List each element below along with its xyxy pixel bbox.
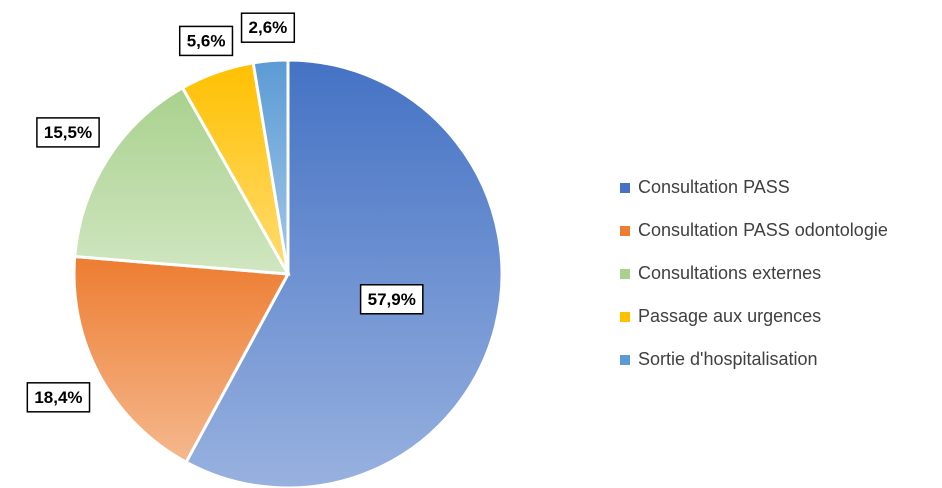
legend-marker: [620, 355, 630, 365]
data-label-box: [26, 382, 91, 413]
data-label-box: [240, 12, 296, 43]
data-label-box: [178, 25, 234, 57]
pie-slice: [73, 85, 291, 276]
data-label: 18,4%: [34, 388, 82, 407]
legend-label: Consultations externes: [638, 263, 821, 283]
data-label: 2,6%: [249, 18, 288, 37]
pie-slice: [251, 58, 290, 275]
legend-marker: [620, 183, 630, 193]
data-label: 15,5%: [44, 123, 92, 142]
legend-marker: [620, 226, 630, 236]
legend-label: Consultation PASS: [638, 177, 790, 197]
legend-label: Consultation PASS odontologie: [638, 220, 888, 240]
data-label-box: [359, 284, 424, 315]
legend-label: Sortie d'hospitalisation: [638, 349, 818, 369]
data-label-box: [36, 117, 100, 148]
data-label: 5,6%: [187, 31, 226, 50]
pie-slice: [72, 254, 291, 465]
legend-marker: [620, 269, 630, 279]
legend-label: Passage aux urgences: [638, 306, 821, 326]
legend-marker: [620, 312, 630, 322]
data-label: 57,9%: [368, 290, 416, 309]
